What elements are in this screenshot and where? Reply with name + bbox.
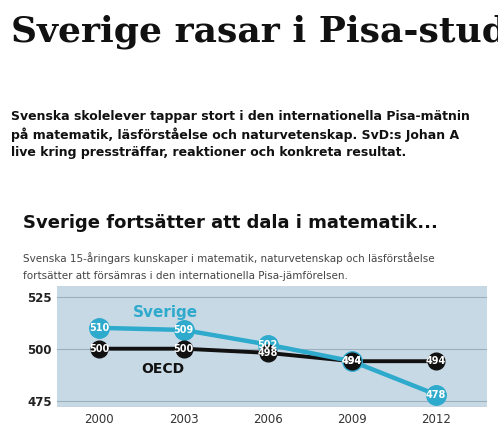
- Text: 502: 502: [257, 340, 278, 349]
- Text: Sverige: Sverige: [133, 304, 198, 320]
- Text: 500: 500: [173, 344, 194, 354]
- Text: 510: 510: [89, 323, 110, 333]
- Text: 500: 500: [89, 344, 110, 354]
- Text: 494: 494: [426, 356, 446, 366]
- Text: Sverige fortsätter att dala i matematik...: Sverige fortsätter att dala i matematik.…: [23, 214, 438, 232]
- Text: OECD: OECD: [141, 362, 185, 376]
- Text: 494: 494: [342, 356, 362, 366]
- Text: Svenska skolelever tappar stort i den internationella Pisa-mätnin
på matematik, : Svenska skolelever tappar stort i den in…: [11, 110, 470, 159]
- Text: 478: 478: [426, 390, 446, 399]
- Text: Svenska 15-åringars kunskaper i matematik, naturvetenskap och läsförståelse: Svenska 15-åringars kunskaper i matemati…: [23, 252, 435, 264]
- Text: fortsätter att försämras i den internationella Pisa-jämförelsen.: fortsätter att försämras i den internati…: [23, 271, 348, 282]
- Text: Sverige rasar i Pisa-studie: Sverige rasar i Pisa-studie: [11, 15, 498, 49]
- Text: 509: 509: [173, 325, 194, 335]
- Text: 498: 498: [257, 348, 278, 358]
- Text: 494: 494: [342, 356, 362, 366]
